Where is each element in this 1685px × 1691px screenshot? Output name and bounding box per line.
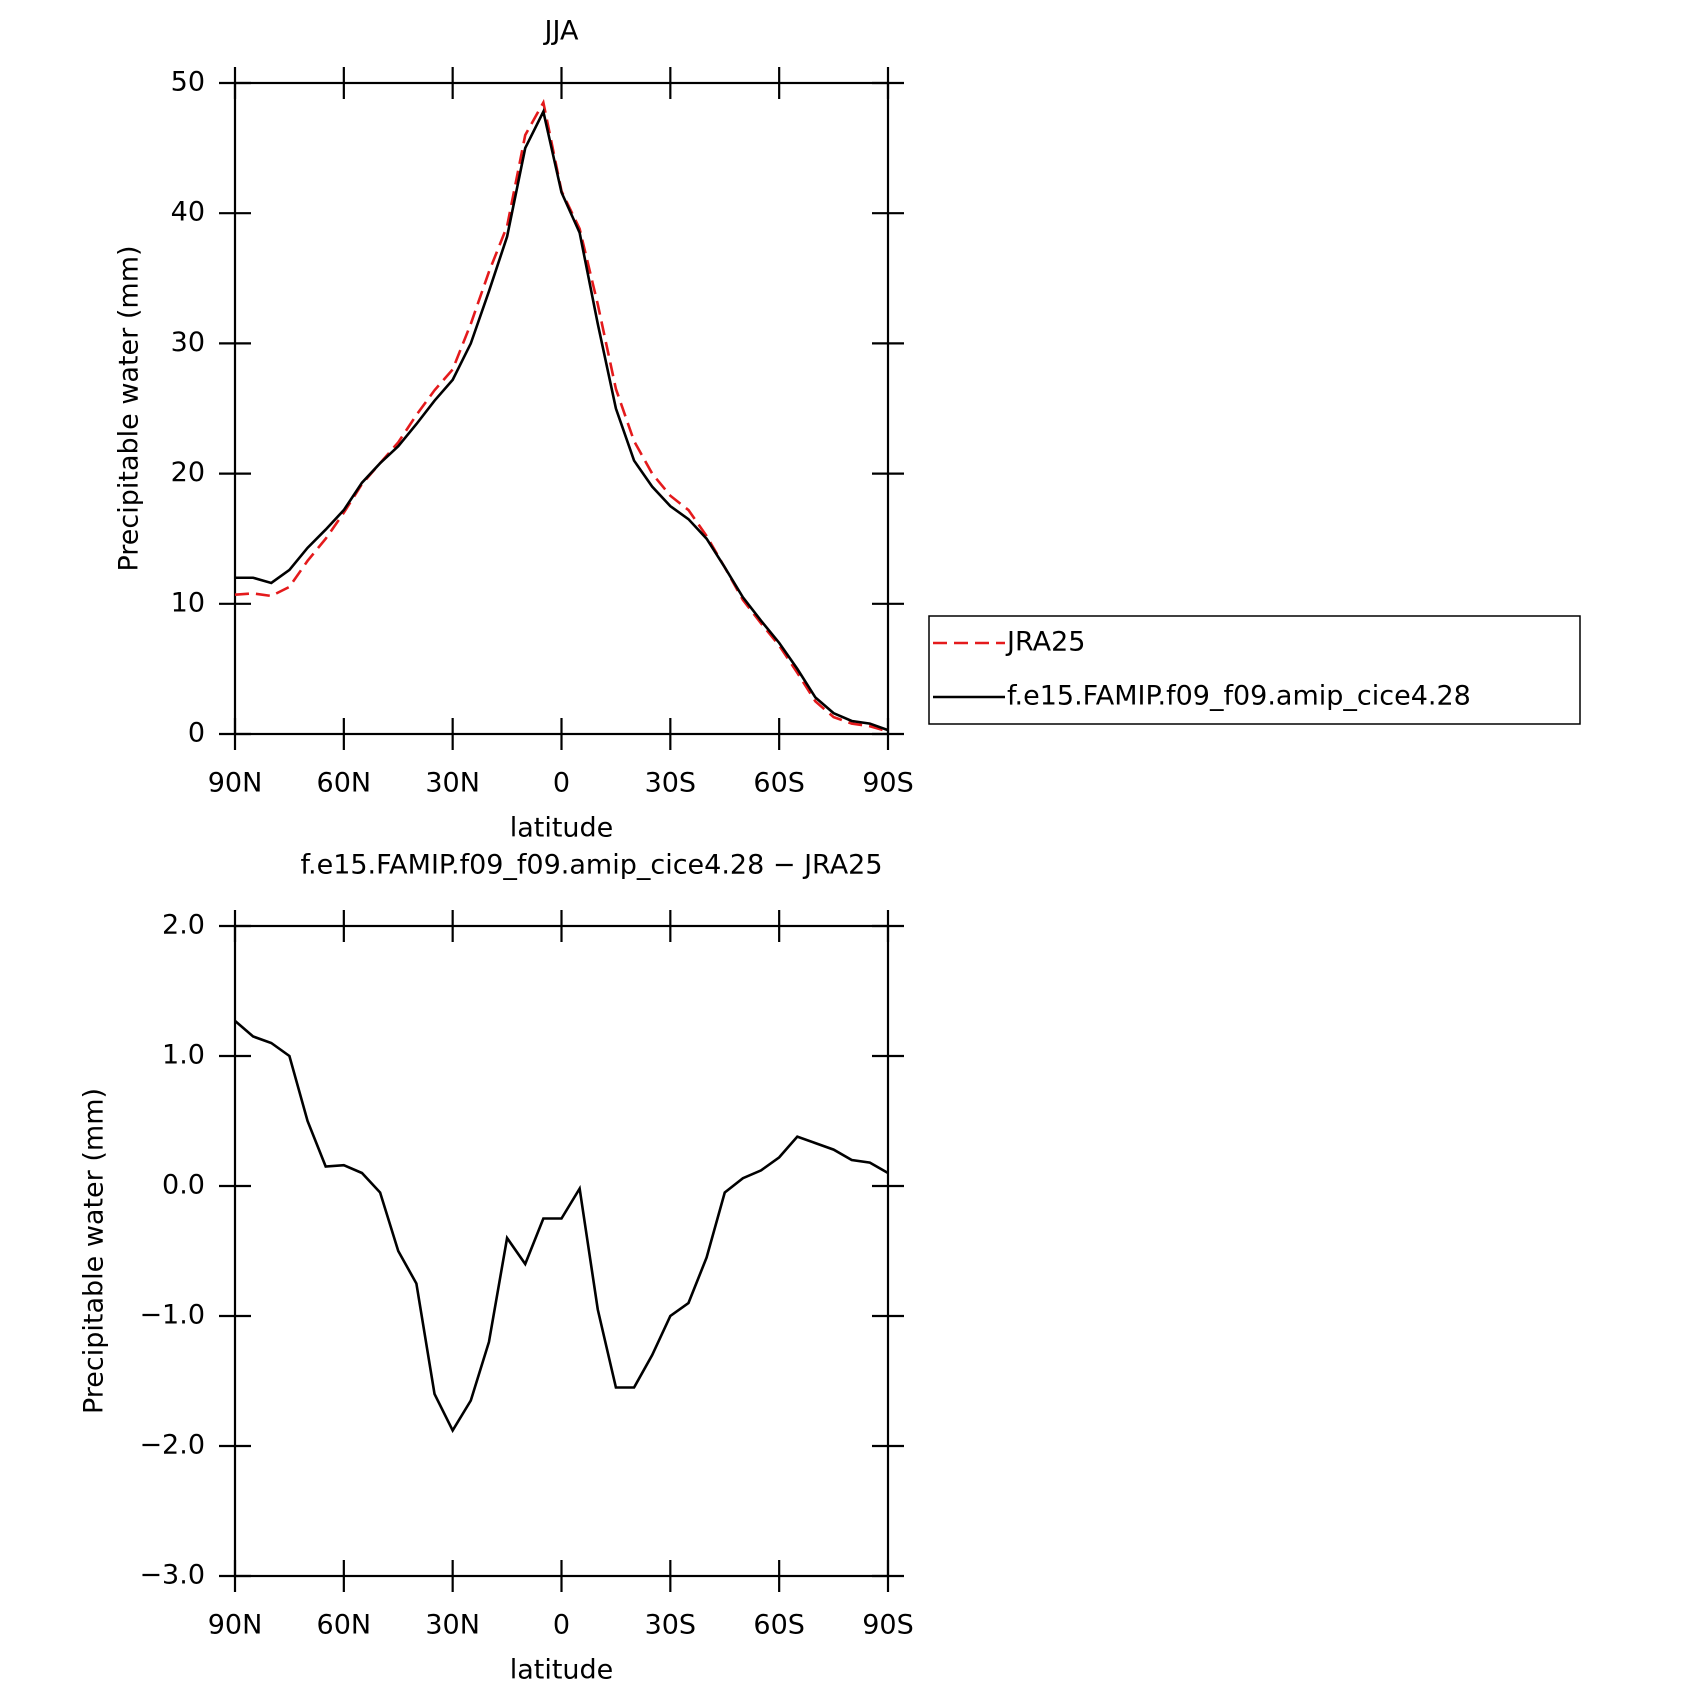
x-tick-label: 30N [425,1610,480,1641]
y-tick-label: 50 [171,67,205,98]
y-tick-label: 0 [188,718,205,749]
x-tick-label: 60S [753,768,805,799]
x-axis-label: latitude [510,813,614,844]
data-line [234,1019,889,1434]
y-tick-label: −1.0 [139,1300,205,1331]
x-tick-label: 60S [753,1610,805,1641]
x-tick-label: 90S [862,1610,914,1641]
legend-label: JRA25 [1005,627,1085,658]
y-tick-label: 10 [171,587,205,618]
y-tick-label: 30 [171,327,205,358]
x-tick-label: 90N [208,1610,263,1641]
y-tick-label: −2.0 [139,1430,205,1461]
y-tick-label: 2.0 [162,910,205,941]
x-tick-label: 0 [553,768,570,799]
data-line [235,107,889,732]
y-tick-label: −3.0 [139,1560,205,1591]
x-tick-label: 90S [862,768,914,799]
y-tick-label: 1.0 [162,1040,205,1071]
y-axis-label: Precipitable water (mm) [79,1088,110,1414]
y-tick-label: 0.0 [162,1170,205,1201]
x-tick-label: 0 [553,1610,570,1641]
x-axis-label: latitude [510,1655,614,1686]
plot-frame [233,81,890,736]
chart-title: f.e15.FAMIP.f09_f09.amip_cice4.28 − JRA2… [300,850,882,881]
x-tick-label: 90N [208,768,263,799]
y-tick-label: 40 [171,197,205,228]
x-tick-label: 60N [317,768,372,799]
x-tick-label: 30N [425,768,480,799]
chart-title: JJA [543,16,579,47]
legend-box [928,615,1581,725]
plot-frame [233,924,890,1578]
x-tick-label: 30S [645,768,697,799]
data-line [234,98,889,733]
y-tick-label: 20 [171,457,205,488]
y-axis-label: Precipitable water (mm) [114,245,145,571]
x-tick-label: 60N [317,1610,372,1641]
x-tick-label: 30S [645,1610,697,1641]
legend-label: f.e15.FAMIP.f09_f09.amip_cice4.28 [1007,681,1471,712]
